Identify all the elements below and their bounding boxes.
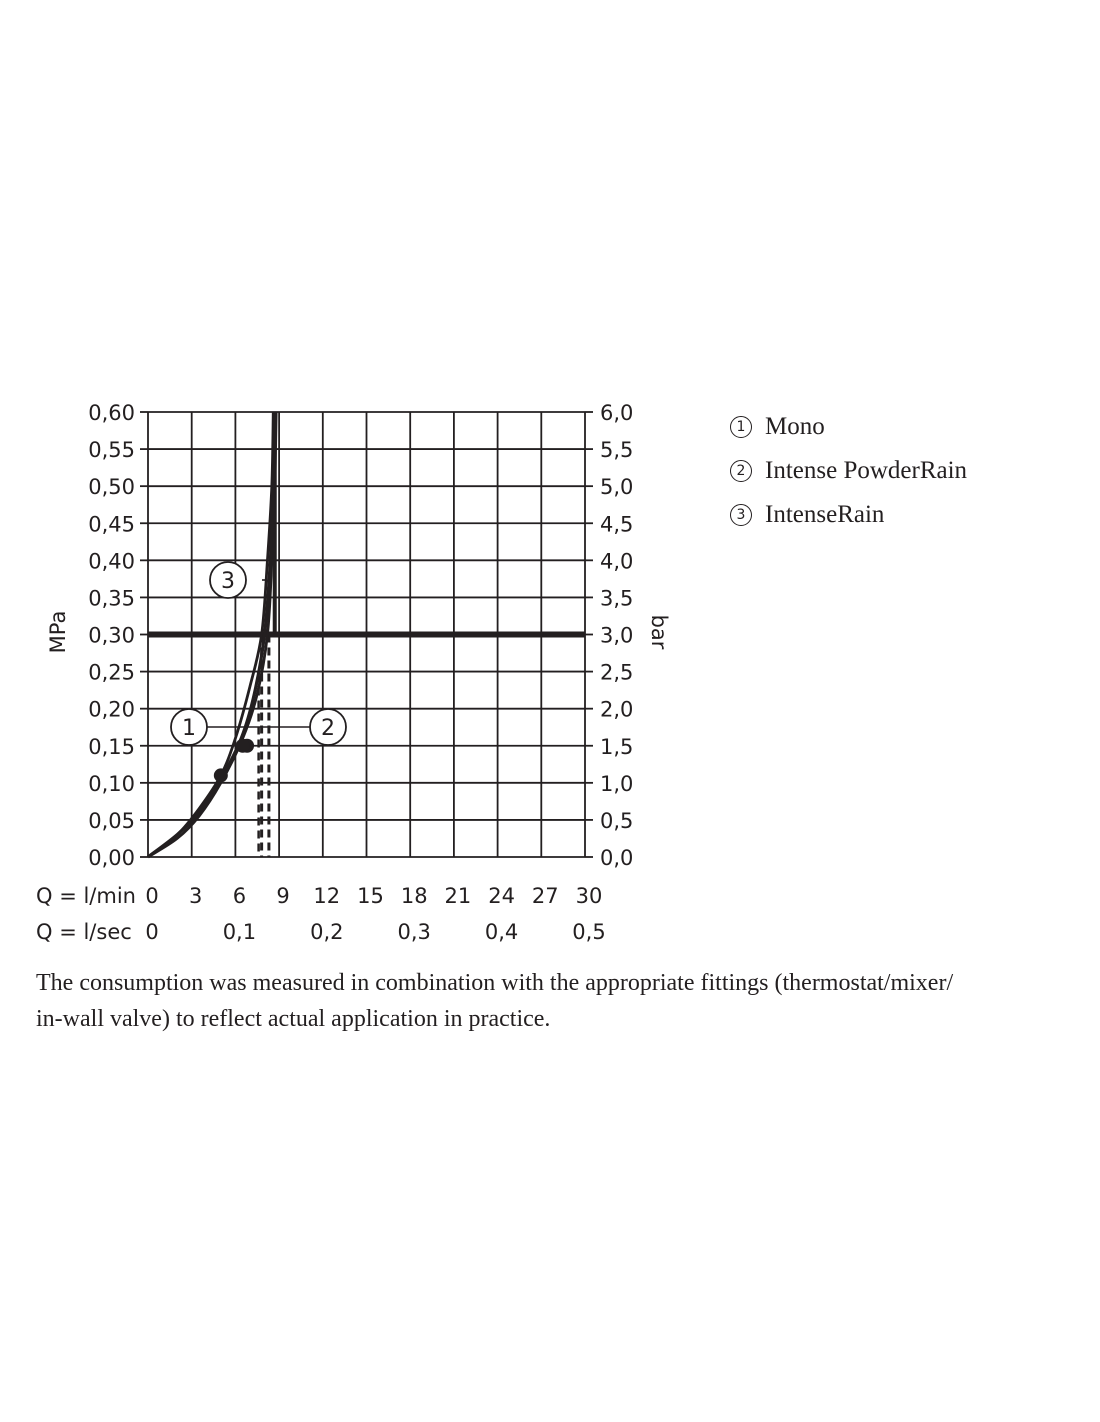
series-callouts: 3 1 2 [170, 561, 347, 746]
x-secondary-tick-label: 0,2 [310, 920, 343, 944]
x-primary-tick-label: 3 [189, 884, 202, 908]
y-left-tick-label: 0,40 [88, 549, 135, 573]
y-right-axis-label: bar [647, 615, 671, 650]
legend-item-intenserain: 3 IntenseRain [730, 493, 967, 537]
y-left-tick-label: 0,55 [88, 438, 135, 462]
y-right-tick-label: 1,0 [600, 772, 633, 796]
callout-number-1: 1 [182, 716, 196, 741]
y-left-tick-label: 0,00 [88, 846, 135, 870]
y-right-tick-label: 2,0 [600, 698, 633, 722]
x-primary-tick-label: 27 [532, 884, 559, 908]
footnote-line-1: The consumption was measured in combinat… [36, 970, 954, 996]
x-secondary-tick-label: 0 [145, 920, 158, 944]
y-left-tick-label: 0,30 [88, 624, 135, 648]
legend-marker: 1 [730, 416, 752, 438]
y-left-tick-label: 0,05 [88, 809, 135, 833]
x-primary-tick-label: 15 [357, 884, 384, 908]
x-primary-tick-label: 24 [488, 884, 515, 908]
legend-label: Mono [765, 413, 825, 440]
x-primary-axis-label: Q = l/min [36, 884, 136, 908]
series-highlight-point-3 [235, 738, 250, 753]
callout-circle-3 [209, 561, 247, 599]
y-left-tick-label: 0,45 [88, 512, 135, 536]
legend-item-mono: 1 Mono [730, 405, 967, 449]
callout-number-3: 3 [221, 569, 235, 594]
y-right-tick-label: 4,5 [600, 512, 633, 536]
series-curve-3 [147, 411, 277, 859]
callout-circle-2 [309, 708, 347, 746]
y-left-tick-label: 0,10 [88, 772, 135, 796]
x-tick-labels: 0 3 6 9 12 15 18 21 24 27 30 0 0,1 0,2 0,3 0,4 0,5 [145, 884, 605, 944]
callout-circle-1 [170, 708, 208, 746]
x-secondary-tick-label: 0,1 [223, 920, 256, 944]
x-primary-tick-label: 30 [576, 884, 603, 908]
y-right-tick-label: 3,0 [600, 624, 633, 648]
y-left-tick-label: 0,35 [88, 586, 135, 610]
x-secondary-tick-label: 0,3 [397, 920, 430, 944]
y-right-tick-label: 4,0 [600, 549, 633, 573]
y-right-tick-label: 2,5 [600, 661, 633, 685]
y-right-tick-label: 5,5 [600, 438, 633, 462]
x-primary-tick-label: 0 [145, 884, 158, 908]
x-primary-tick-label: 18 [401, 884, 428, 908]
x-primary-tick-label: 21 [445, 884, 472, 908]
series-curves [147, 411, 278, 859]
y-right-tick-label: 5,0 [600, 475, 633, 499]
y-left-tick-label: 0,20 [88, 698, 135, 722]
y-left-tick-label: 0,50 [88, 475, 135, 499]
y-right-tick-label: 6,0 [600, 401, 633, 425]
y-left-tick-labels: 0,00 0,05 0,10 0,15 0,20 0,25 0,30 0,35 0,40 0,45… [88, 401, 135, 870]
footnote-line-2: in-wall valve) to reflect actual applica… [36, 1006, 551, 1032]
x-secondary-axis-label: Q = l/sec [36, 920, 132, 944]
footnote: The consumption was measured in combinat… [36, 965, 1076, 1037]
x-primary-tick-label: 9 [276, 884, 289, 908]
y-right-tick-label: 1,5 [600, 735, 633, 759]
y-left-tick-label: 0,15 [88, 735, 135, 759]
x-primary-tick-label: 6 [233, 884, 246, 908]
x-secondary-tick-label: 0,5 [572, 920, 605, 944]
legend-marker: 2 [730, 460, 752, 482]
y-left-axis-label: MPa [46, 611, 70, 654]
y-right-tick-labels: 0,0 0,5 1,0 1,5 2,0 2,5 3,0 3,5 4,0 4,5 5,0 5,5 6,0 [600, 401, 633, 870]
y-left-tick-label: 0,25 [88, 661, 135, 685]
chart-legend: 1 Mono 2 Intense PowderRain 3 IntenseRai… [730, 405, 967, 537]
y-left-tick-label: 0,60 [88, 401, 135, 425]
legend-marker: 3 [730, 504, 752, 526]
legend-item-intense-powderrain: 2 Intense PowderRain [730, 449, 967, 493]
legend-label: Intense PowderRain [765, 457, 968, 484]
series-highlight-point-1 [213, 768, 228, 783]
y-right-tick-label: 0,5 [600, 809, 633, 833]
legend-label: IntenseRain [765, 501, 885, 528]
y-right-tick-label: 3,5 [600, 586, 633, 610]
y-right-tick-label: 0,0 [600, 846, 633, 870]
x-secondary-tick-label: 0,4 [485, 920, 518, 944]
callout-number-2: 2 [321, 716, 335, 741]
x-primary-tick-label: 12 [313, 884, 340, 908]
series-highlight-points [213, 738, 255, 783]
